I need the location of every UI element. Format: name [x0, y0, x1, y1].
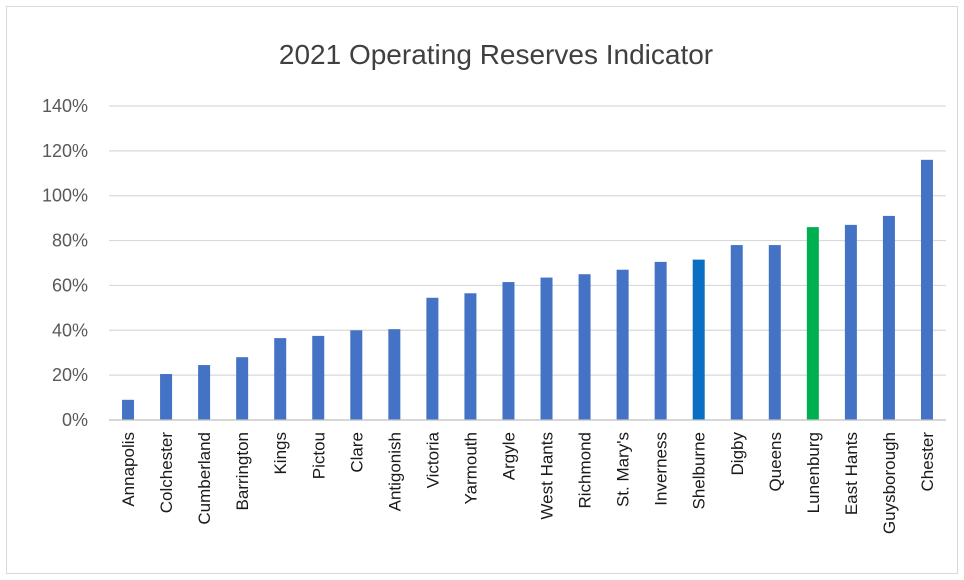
y-tick-label: 40%	[52, 320, 88, 340]
y-tick-label: 20%	[52, 365, 88, 385]
bar-pictou	[312, 335, 325, 420]
x-tick-label: Chester	[918, 432, 937, 492]
x-tick-label: Argyle	[499, 432, 518, 480]
y-tick-label: 80%	[52, 231, 88, 251]
bar-victoria	[426, 297, 439, 420]
y-axis-ticks: 0% 20% 40% 60% 80% 100% 120% 140%	[42, 96, 88, 430]
bar-yarmouth	[464, 293, 477, 420]
bar-guysborough	[882, 215, 895, 420]
x-tick-label: Digby	[728, 432, 747, 476]
bar-antigonish	[388, 329, 401, 420]
bar-annapolis	[122, 399, 135, 420]
x-tick-label: Shelburne	[690, 432, 709, 510]
bar-argyle	[502, 282, 515, 420]
y-tick-label: 60%	[52, 275, 88, 295]
bar-east-hants	[844, 224, 857, 420]
gridlines	[109, 105, 946, 376]
x-tick-label: Annapolis	[119, 432, 138, 507]
bar-kings	[274, 338, 287, 420]
bar-clare	[350, 330, 363, 420]
x-tick-label: Inverness	[652, 432, 671, 506]
chart-frame	[6, 6, 958, 574]
chart-title: 2021 Operating Reserves Indicator	[279, 39, 713, 70]
x-tick-label: Lunenburg	[804, 432, 823, 513]
bar-queens	[768, 245, 781, 420]
bar-west-hants	[540, 277, 553, 420]
bar-chester	[920, 159, 933, 421]
bar-shelburne	[692, 259, 705, 420]
x-tick-label: St. Mary's	[614, 432, 633, 507]
x-tick-label: Pictou	[309, 432, 328, 479]
x-tick-label: Clare	[347, 432, 366, 473]
y-tick-label: 120%	[42, 141, 88, 161]
x-tick-label: Guysborough	[880, 432, 899, 534]
bar-barrington	[236, 357, 249, 420]
bar-colchester	[160, 374, 173, 420]
bar-inverness	[654, 261, 667, 420]
bar-st-mary-s	[616, 269, 629, 420]
x-tick-label: Barrington	[233, 432, 252, 510]
x-tick-label: Antigonish	[385, 432, 404, 511]
bar-cumberland	[198, 365, 211, 420]
x-tick-label: Queens	[766, 432, 785, 492]
y-tick-label: 0%	[62, 410, 88, 430]
bars	[122, 159, 933, 421]
x-tick-label: Cumberland	[195, 432, 214, 525]
x-axis-ticks: Annapolis Colchester Cumberland Barrington K…	[119, 431, 937, 534]
x-tick-label: Victoria	[423, 431, 442, 488]
x-tick-label: Richmond	[576, 432, 595, 509]
y-tick-label: 140%	[42, 96, 88, 116]
bar-lunenburg	[806, 227, 819, 420]
x-tick-label: Yarmouth	[461, 432, 480, 504]
x-tick-label: East Hants	[842, 432, 861, 515]
x-tick-label: Colchester	[157, 432, 176, 514]
bar-richmond	[578, 274, 591, 420]
x-tick-label: West Hants	[538, 432, 557, 520]
bar-digby	[730, 245, 743, 420]
x-tick-label: Kings	[271, 432, 290, 475]
y-tick-label: 100%	[42, 186, 88, 206]
